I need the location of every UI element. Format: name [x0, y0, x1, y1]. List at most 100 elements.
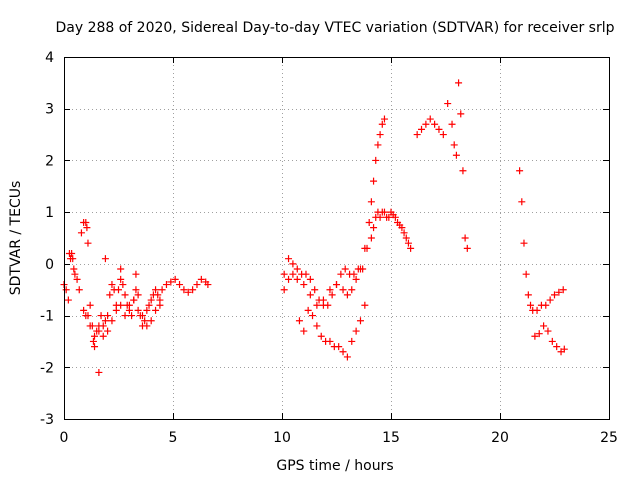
- y-tick-label: 1: [45, 205, 54, 221]
- series-group: [80, 296, 164, 340]
- data-point: [398, 224, 406, 232]
- data-point: [86, 301, 94, 309]
- data-point: [374, 141, 382, 149]
- data-point: [461, 234, 469, 242]
- y-tick-label: -1: [40, 309, 54, 325]
- series-group: [280, 115, 388, 309]
- data-point: [520, 239, 528, 247]
- data-point: [99, 322, 107, 330]
- data-point: [152, 286, 160, 294]
- data-point: [158, 286, 166, 294]
- data-point: [121, 312, 129, 320]
- data-point: [361, 301, 369, 309]
- data-point: [385, 213, 393, 221]
- grid-lines: [64, 57, 609, 419]
- data-point: [376, 131, 384, 139]
- data-point: [84, 239, 92, 247]
- data-point: [145, 301, 153, 309]
- x-tick-label: 0: [60, 430, 69, 446]
- series-group: [413, 79, 471, 252]
- data-point: [400, 229, 408, 237]
- data-point: [289, 270, 297, 278]
- data-point: [280, 270, 288, 278]
- data-point: [132, 270, 140, 278]
- data-point: [108, 281, 116, 289]
- data-point: [367, 234, 375, 242]
- data-point: [380, 115, 388, 123]
- data-point: [352, 327, 360, 335]
- y-tick-label: 0: [45, 257, 54, 273]
- data-point: [356, 317, 364, 325]
- data-point: [184, 288, 192, 296]
- data-point: [99, 332, 107, 340]
- x-tick-label: 20: [491, 430, 509, 446]
- data-point: [337, 270, 345, 278]
- data-point: [167, 278, 175, 286]
- data-point: [343, 353, 351, 361]
- x-tick-label: 5: [169, 430, 178, 446]
- data-point: [143, 322, 151, 330]
- data-point: [138, 312, 146, 320]
- data-point: [285, 255, 293, 263]
- data-point: [64, 296, 72, 304]
- chart-title: Day 288 of 2020, Sidereal Day-to-day VTE…: [55, 20, 614, 36]
- data-point: [317, 332, 325, 340]
- data-point: [542, 301, 550, 309]
- data-point: [413, 131, 421, 139]
- data-point: [176, 281, 184, 289]
- data-point: [343, 291, 351, 299]
- data-point: [370, 177, 378, 185]
- data-point: [117, 301, 125, 309]
- data-point: [522, 270, 530, 278]
- data-point: [370, 224, 378, 232]
- data-point: [319, 296, 327, 304]
- data-point: [407, 244, 415, 252]
- data-point: [380, 208, 388, 216]
- y-tick-label: -2: [40, 360, 54, 376]
- data-point: [171, 275, 179, 283]
- data-point: [197, 275, 205, 283]
- data-point: [365, 218, 373, 226]
- data-point: [289, 260, 297, 268]
- data-point: [132, 286, 140, 294]
- data-point: [326, 286, 334, 294]
- data-point: [448, 120, 456, 128]
- data-point: [112, 306, 120, 314]
- y-tick-label: 4: [45, 50, 54, 66]
- data-point: [82, 218, 90, 226]
- data-point: [108, 317, 116, 325]
- data-point: [69, 255, 77, 263]
- data-point: [91, 332, 99, 340]
- data-point: [295, 317, 303, 325]
- data-point: [86, 322, 94, 330]
- data-point: [84, 312, 92, 320]
- data-point: [77, 229, 85, 237]
- data-point: [75, 286, 83, 294]
- data-point: [62, 286, 70, 294]
- data-point: [551, 291, 558, 299]
- data-point: [304, 306, 312, 314]
- data-point: [455, 79, 463, 87]
- data-point: [452, 151, 460, 159]
- data-point: [524, 291, 532, 299]
- data-point: [546, 296, 554, 304]
- data-point: [101, 317, 109, 325]
- data-point: [450, 141, 458, 149]
- data-point: [548, 337, 556, 345]
- data-point: [156, 301, 164, 309]
- data-point: [306, 291, 314, 299]
- data-point: [101, 255, 109, 263]
- data-point: [348, 337, 356, 345]
- data-point: [378, 120, 386, 128]
- series-group: [531, 322, 568, 356]
- data-point: [313, 322, 321, 330]
- data-points: [60, 79, 568, 376]
- data-point: [95, 327, 103, 335]
- data-point: [302, 270, 310, 278]
- data-point: [285, 275, 293, 283]
- data-point: [154, 291, 162, 299]
- data-point: [533, 306, 541, 314]
- y-tick-label: -3: [40, 412, 54, 428]
- data-point: [426, 115, 434, 123]
